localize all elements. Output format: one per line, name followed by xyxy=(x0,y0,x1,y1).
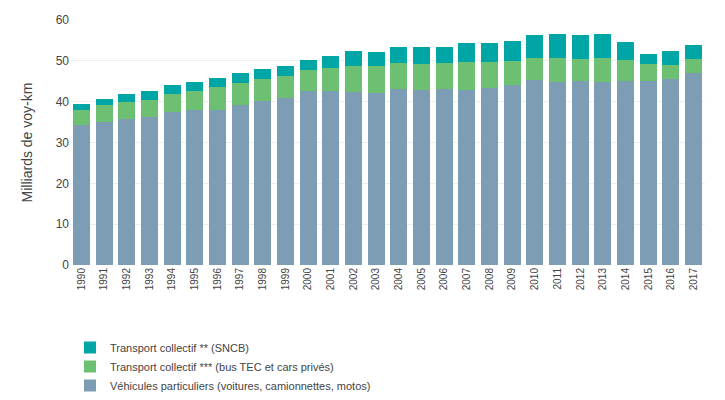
svg-text:2016: 2016 xyxy=(665,268,676,291)
svg-text:30: 30 xyxy=(56,136,70,150)
svg-text:20: 20 xyxy=(56,177,70,191)
svg-text:60: 60 xyxy=(56,13,70,27)
svg-text:40: 40 xyxy=(56,95,70,109)
svg-text:2001: 2001 xyxy=(325,268,336,291)
svg-text:10: 10 xyxy=(56,217,70,231)
svg-text:1999: 1999 xyxy=(280,268,291,291)
svg-text:2010: 2010 xyxy=(529,268,540,291)
svg-text:2009: 2009 xyxy=(506,268,517,291)
svg-text:2004: 2004 xyxy=(393,268,404,291)
svg-text:Milliards de voy-km: Milliards de voy-km xyxy=(19,83,35,203)
svg-text:1991: 1991 xyxy=(98,268,109,291)
svg-text:Véhicules particuliers (voitur: Véhicules particuliers (voitures, camion… xyxy=(110,380,370,392)
svg-text:2014: 2014 xyxy=(620,268,631,291)
svg-text:2011: 2011 xyxy=(552,268,563,290)
svg-text:1990: 1990 xyxy=(76,268,87,291)
svg-text:1998: 1998 xyxy=(257,268,268,291)
svg-text:2000: 2000 xyxy=(302,268,313,291)
svg-text:1995: 1995 xyxy=(189,268,200,291)
svg-text:0: 0 xyxy=(62,258,69,272)
svg-text:2013: 2013 xyxy=(597,268,608,291)
svg-text:2012: 2012 xyxy=(575,268,586,291)
svg-text:Transport collectif *** (bus T: Transport collectif *** (bus TEC et cars… xyxy=(110,361,334,373)
svg-text:2003: 2003 xyxy=(370,268,381,291)
svg-text:2002: 2002 xyxy=(348,268,359,291)
svg-text:2007: 2007 xyxy=(461,268,472,291)
svg-text:1992: 1992 xyxy=(121,268,132,291)
svg-text:1994: 1994 xyxy=(166,268,177,291)
svg-text:50: 50 xyxy=(56,54,70,68)
svg-text:Transport collectif ** (SNCB): Transport collectif ** (SNCB) xyxy=(110,342,249,354)
svg-text:2005: 2005 xyxy=(416,268,427,291)
svg-text:2006: 2006 xyxy=(438,268,449,291)
svg-text:2008: 2008 xyxy=(484,268,495,291)
svg-text:1993: 1993 xyxy=(144,268,155,291)
svg-text:2015: 2015 xyxy=(643,268,654,291)
svg-text:1996: 1996 xyxy=(212,268,223,291)
svg-text:1997: 1997 xyxy=(234,268,245,291)
svg-text:2017: 2017 xyxy=(688,268,699,291)
